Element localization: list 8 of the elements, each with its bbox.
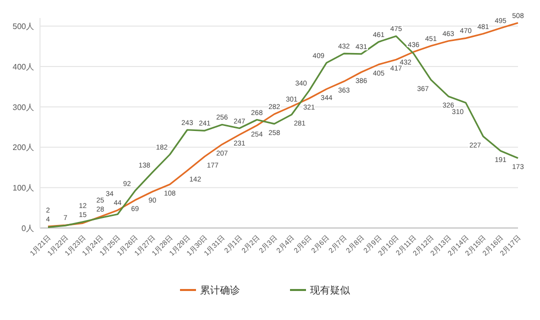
legend-label: 累计确诊 — [200, 284, 240, 296]
y-tick-label: 200人 — [12, 143, 34, 152]
y-tick-label: 500人 — [12, 22, 34, 32]
legend-label: 现有疑似 — [310, 284, 350, 296]
y-tick-label: 0人 — [22, 224, 34, 233]
y-tick-label: 100人 — [12, 184, 34, 193]
y-tick-label: 300人 — [12, 102, 34, 112]
y-tick-label: 400人 — [12, 62, 34, 72]
